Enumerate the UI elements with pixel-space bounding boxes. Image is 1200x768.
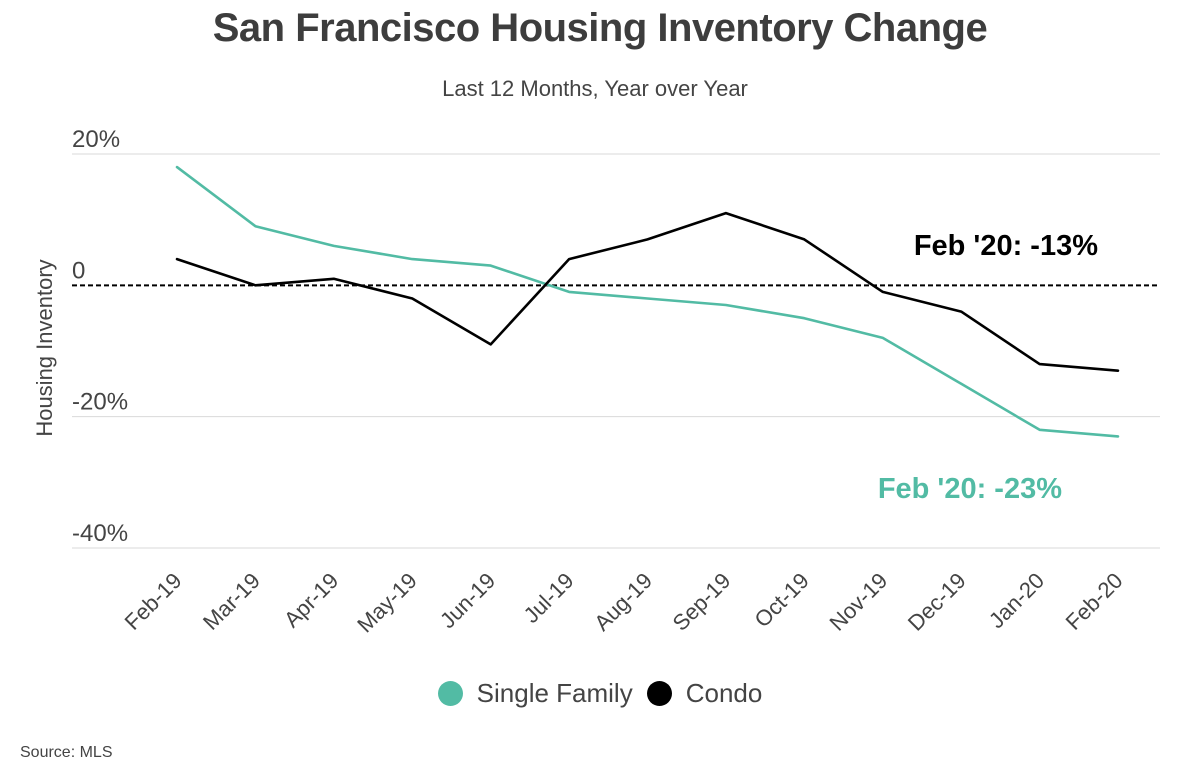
annotation-condo: Feb '20: -13% bbox=[914, 230, 1098, 262]
y-tick-label: -20% bbox=[72, 389, 128, 416]
y-tick-label: -40% bbox=[72, 520, 128, 547]
x-tick-label: Jun-19 bbox=[435, 568, 500, 633]
annotations: Feb '20: -13% Feb '20: -23% bbox=[878, 230, 1098, 505]
legend-label-condo: Condo bbox=[685, 678, 763, 708]
chart-title: San Francisco Housing Inventory Change bbox=[212, 6, 988, 50]
x-tick-label: Nov-19 bbox=[824, 568, 892, 636]
legend-label-single-family: Single Family bbox=[476, 678, 633, 708]
x-tick-labels: Feb-19 Mar-19 Apr-19 May-19 Jun-19 Jul-19 Aug-… bbox=[120, 568, 1128, 638]
chart-subtitle: Last 12 Months, Year over Year bbox=[442, 76, 748, 101]
legend-swatch-single-family bbox=[437, 681, 463, 706]
series-line-single-family bbox=[175, 165, 1120, 438]
x-tick-label: Apr-19 bbox=[279, 568, 343, 632]
x-tick-label: Jan-20 bbox=[984, 568, 1049, 633]
x-tick-label: Jul-19 bbox=[519, 568, 579, 628]
legend-item-single-family[interactable]: Single Family bbox=[437, 678, 633, 709]
series-lines bbox=[175, 165, 1120, 438]
x-tick-label: Aug-19 bbox=[589, 568, 657, 636]
legend: Single Family Condo bbox=[0, 678, 1200, 709]
x-tick-label: May-19 bbox=[352, 568, 422, 638]
y-tick-label: 0 bbox=[72, 257, 85, 284]
x-tick-label: Sep-19 bbox=[668, 568, 736, 636]
x-tick-label: Feb-19 bbox=[120, 568, 187, 635]
annotation-single-family: Feb '20: -23% bbox=[878, 473, 1062, 505]
legend-item-condo[interactable]: Condo bbox=[646, 678, 763, 709]
x-tick-label: Feb-20 bbox=[1061, 568, 1128, 635]
y-tick-label: 20% bbox=[72, 126, 120, 153]
gridlines bbox=[72, 153, 1160, 549]
series-line-condo bbox=[175, 211, 1120, 373]
source-note: Source: MLS bbox=[20, 744, 113, 761]
x-tick-label: Mar-19 bbox=[198, 568, 265, 635]
x-tick-label: Dec-19 bbox=[903, 568, 971, 636]
legend-swatch-condo bbox=[646, 681, 672, 706]
y-tick-labels: 20% 0 -20% -40% bbox=[72, 126, 128, 547]
x-tick-label: Oct-19 bbox=[750, 568, 814, 632]
